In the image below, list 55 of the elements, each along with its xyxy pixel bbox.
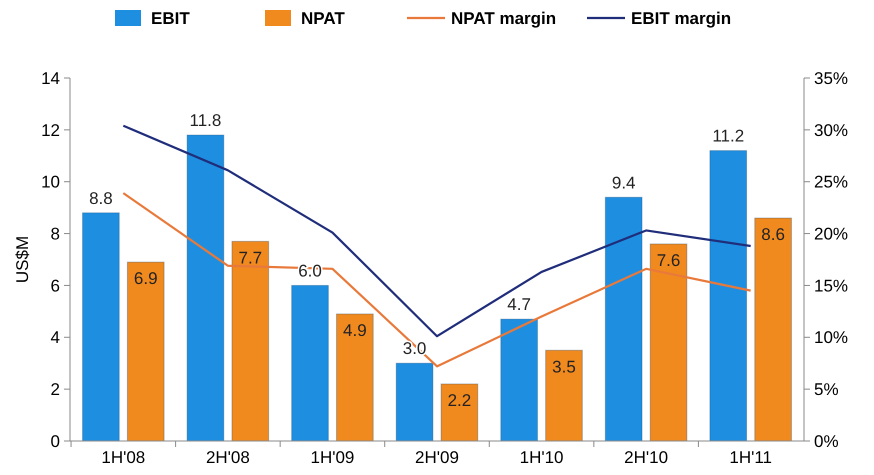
data-label: 3.5 xyxy=(552,357,576,376)
x-tick-label: 2H'10 xyxy=(624,448,668,467)
y2-tick-label: 20% xyxy=(814,224,848,244)
y-tick-label: 6 xyxy=(50,276,60,296)
data-label: 4.9 xyxy=(343,320,367,340)
y-tick-label: 12 xyxy=(41,120,60,140)
bar xyxy=(82,212,120,442)
y-tick-label: 4 xyxy=(50,328,60,348)
data-label: 8.8 xyxy=(89,188,113,208)
bar xyxy=(650,243,688,442)
y2-tick-label: 10% xyxy=(814,328,848,348)
data-label: 11.8 xyxy=(190,111,222,130)
bar xyxy=(440,383,478,442)
bar xyxy=(396,362,434,442)
line-series xyxy=(122,124,752,338)
data-label: 11.2 xyxy=(712,126,744,146)
y2-tick-label: 25% xyxy=(814,172,848,192)
y-tick-label: 2 xyxy=(50,380,60,400)
bar xyxy=(500,318,538,442)
x-tick-label: 2H'08 xyxy=(206,448,250,467)
y-tick-label: 0 xyxy=(50,432,60,451)
y2-tick-label: 35% xyxy=(814,68,848,88)
x-tick-label: 1H'09 xyxy=(310,448,354,467)
y2-tick-label: 0% xyxy=(814,432,839,451)
data-label: 7.6 xyxy=(656,250,680,270)
legend-label: EBIT margin xyxy=(631,8,732,28)
legend-label: EBIT xyxy=(151,8,190,28)
bar xyxy=(754,218,792,442)
x-tick-label: 1H'08 xyxy=(101,448,146,467)
bar xyxy=(709,150,748,442)
legend-label: NPAT margin xyxy=(451,8,556,28)
bar xyxy=(545,350,583,442)
x-tick-label: 1H'10 xyxy=(520,448,564,467)
legend-label: NPAT xyxy=(301,8,346,28)
data-label: 7.7 xyxy=(238,248,262,268)
y-axis-title: US$M xyxy=(13,236,32,284)
bar xyxy=(231,240,270,442)
bar xyxy=(126,262,165,442)
y-tick-label: 10 xyxy=(41,172,60,192)
y-tick-label: 14 xyxy=(41,68,60,88)
data-label: 8.6 xyxy=(761,225,785,244)
x-tick-label: 1H'11 xyxy=(729,448,772,467)
bar xyxy=(186,134,224,442)
data-label: 2.2 xyxy=(448,390,472,410)
bar xyxy=(604,196,643,442)
data-label: 4.7 xyxy=(507,295,531,314)
y2-tick-label: 30% xyxy=(814,120,848,140)
x-tick-label: 2H'09 xyxy=(415,448,459,467)
bar xyxy=(291,284,329,442)
y-tick-label: 8 xyxy=(50,224,60,244)
bar xyxy=(336,313,374,442)
y2-tick-label: 5% xyxy=(814,380,839,400)
y2-tick-label: 15% xyxy=(814,276,848,296)
data-label: 6.9 xyxy=(134,269,158,288)
data-label: 9.4 xyxy=(612,173,636,192)
